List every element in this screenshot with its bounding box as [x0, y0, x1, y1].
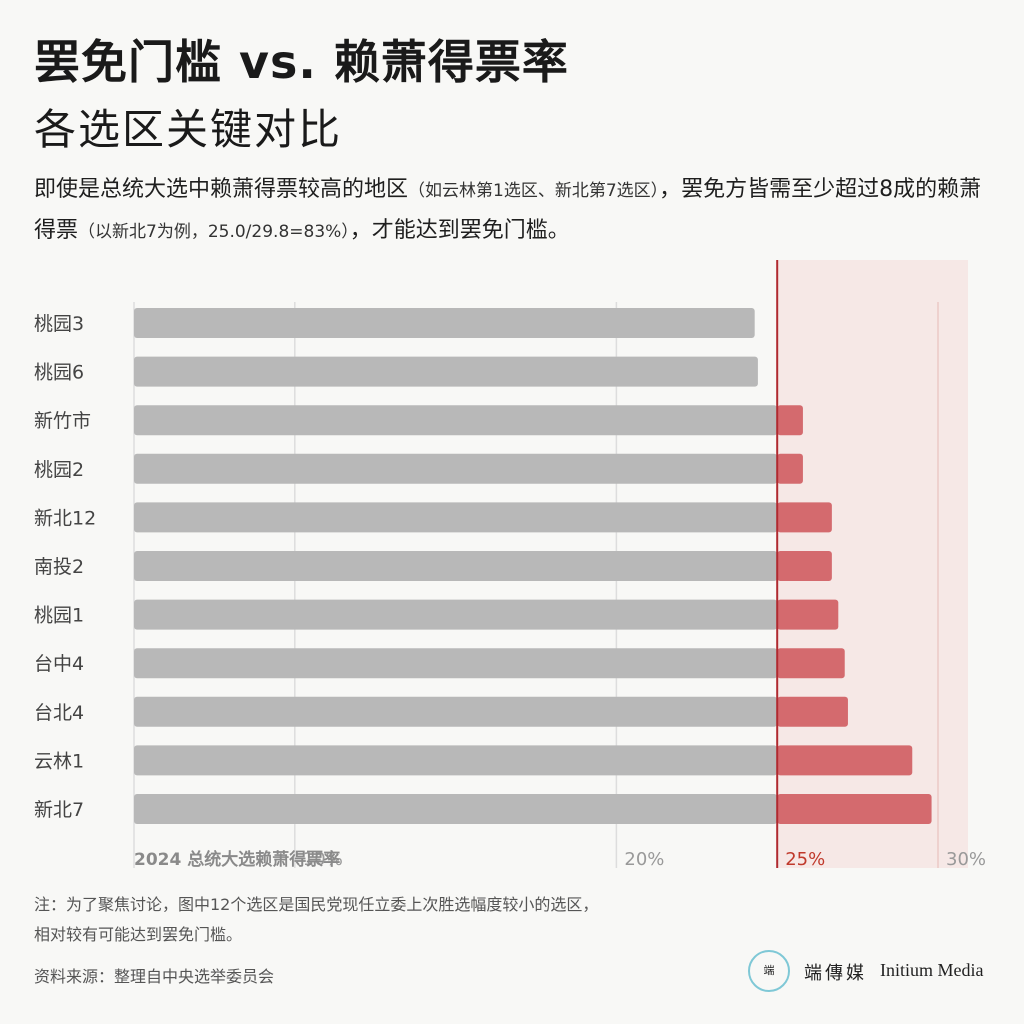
description-aside-1: （如云林第1选区、新北第7选区）: [408, 181, 660, 201]
bar-base-6: [134, 551, 778, 581]
category-label: 桃园6: [34, 362, 84, 384]
bar-base-11: [134, 794, 778, 824]
description-text-2: ，罢免方皆需至少超过8成的赖萧得票: [34, 177, 982, 243]
category-label: 新北7: [34, 799, 84, 821]
category-label: 台北4: [34, 702, 84, 724]
bar-excess-6: [777, 551, 832, 581]
bar-excess-4: [777, 453, 803, 484]
footnote-line-1: 注：为了聚焦讨论，图中12个选区是国民党现任立委上次胜选幅度较小的选区，: [34, 895, 599, 914]
footnote: 注：为了聚焦讨论，图中12个选区是国民党现任立委上次胜选幅度较小的选区， 相对较…: [34, 890, 598, 950]
category-label: 南投2: [34, 556, 84, 578]
brand-name-en: Initium Media: [880, 960, 984, 980]
brand-logo: 端 端傳媒 Initium Media: [748, 950, 1008, 996]
bar-base-9: [134, 696, 778, 727]
description-text-1: 即使是总统大选中赖萧得票较高的地区: [34, 177, 409, 202]
bar-excess-5: [777, 502, 832, 533]
bar-excess-3: [777, 405, 803, 436]
footnote-line-2: 相对较有可能达到罢免门槛。: [34, 925, 243, 944]
bar-base-1: [134, 308, 755, 338]
tick-label: 20%: [624, 849, 664, 870]
bar-base-4: [134, 453, 778, 484]
category-label: 桃园2: [34, 459, 84, 481]
category-label: 新北12: [34, 507, 96, 529]
bar-base-3: [134, 405, 778, 436]
bar-base-2: [134, 356, 758, 387]
bar-base-10: [134, 745, 778, 776]
category-label: 桃园3: [34, 313, 84, 335]
brand-name-cn: 端傳媒: [804, 963, 867, 984]
category-label: 台中4: [34, 653, 84, 675]
bar-base-8: [134, 648, 778, 679]
description-aside-2: （以新北7为例，25.0/29.8=83%）: [78, 222, 350, 242]
chart-title: 罢免门槛 vs. 赖萧得票率: [34, 35, 569, 89]
category-label: 桃园1: [34, 605, 84, 627]
tick-label: 25%: [785, 849, 825, 870]
bar-excess-8: [777, 648, 845, 679]
tick-label: 10%: [303, 849, 343, 870]
description-text-3: ，才能达到罢免门槛。: [349, 218, 570, 243]
bar-excess-10: [777, 745, 913, 776]
source-note: 资料来源：整理自中央选举委员会: [34, 967, 275, 986]
bar-base-7: [134, 599, 778, 630]
chart-subtitle: 各选区关键对比: [34, 105, 343, 154]
bar-excess-9: [777, 696, 848, 727]
chart-description: 即使是总统大选中赖萧得票较高的地区（如云林第1选区、新北第7选区），罢免方皆需至…: [34, 170, 994, 252]
bar-base-5: [134, 502, 778, 533]
tick-label: 30%: [946, 849, 986, 870]
category-label: 新竹市: [34, 410, 91, 432]
initium-logo-icon: 端: [748, 950, 790, 992]
bar-excess-11: [777, 794, 932, 824]
x-axis-label: 2024 总统大选赖萧得票率: [134, 849, 340, 870]
category-label: 云林1: [34, 750, 84, 772]
bar-excess-7: [777, 599, 839, 630]
